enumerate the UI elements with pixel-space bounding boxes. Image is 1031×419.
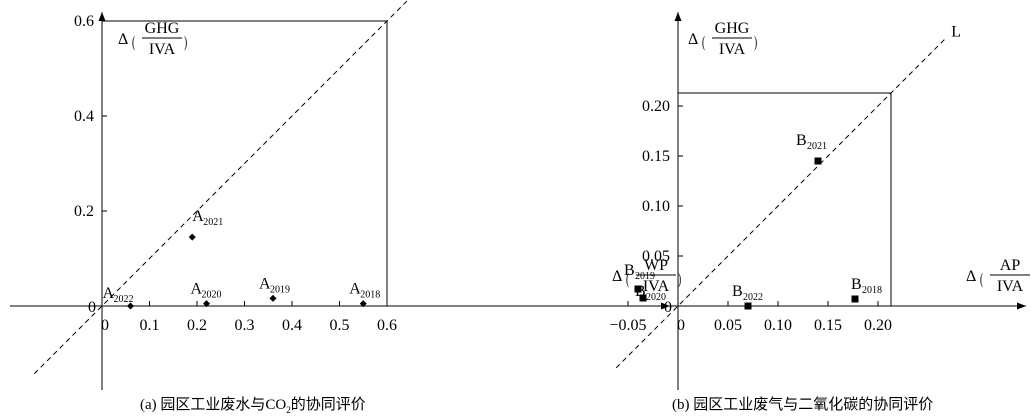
data-point-sublabel: 2021 xyxy=(807,141,827,152)
y-axis-arrow xyxy=(674,12,682,21)
x-tick-label: 0.10 xyxy=(764,317,792,334)
x-tick-label: 0.1 xyxy=(140,317,160,334)
x-tick-label: 0.6 xyxy=(377,317,397,334)
x-axis-label-numerator: WP xyxy=(644,257,668,274)
x-axis-label-rparen: ) xyxy=(678,269,681,287)
data-point-sublabel: 2022 xyxy=(743,292,763,303)
y-tick-label: 0.15 xyxy=(642,148,670,165)
data-point-label: B xyxy=(635,283,646,300)
data-point-label: A xyxy=(259,275,271,292)
data-point xyxy=(269,294,277,302)
x-axis-label-numerator: AP xyxy=(1000,257,1021,274)
chart-a: L00.10.20.30.40.50.600.20.40.6Δ(GHGIVA)Δ… xyxy=(10,0,681,390)
x-tick-label: 0.2 xyxy=(187,317,207,334)
y-axis-label-numerator: GHG xyxy=(715,20,750,37)
y-axis-label-denominator: IVA xyxy=(149,41,176,58)
data-point-sublabel: 2022 xyxy=(114,294,134,305)
data-point-sublabel: 2019 xyxy=(635,271,655,282)
origin-label: 0 xyxy=(664,299,672,316)
data-point xyxy=(851,295,859,303)
data-point xyxy=(634,285,642,293)
x-axis-arrow xyxy=(1017,302,1026,310)
data-point xyxy=(814,157,822,165)
x-tick-label: 0.20 xyxy=(864,317,892,334)
x-axis-label-delta: Δ xyxy=(612,268,622,285)
x-axis-label-lparen: ( xyxy=(980,269,983,287)
data-point-sublabel: 2019 xyxy=(270,284,290,295)
data-point-sublabel: 2020 xyxy=(202,290,222,301)
data-point-sublabel: 2020 xyxy=(646,292,666,303)
y-axis-label-rparen: ) xyxy=(184,32,187,50)
y-axis-label-rparen: ) xyxy=(754,32,757,50)
x-axis-label-denominator: IVA xyxy=(643,278,670,295)
data-point-label: A xyxy=(191,281,203,298)
y-axis-arrow xyxy=(98,12,106,21)
y-axis-label: Δ ( GHG IVA) xyxy=(688,20,757,58)
data-point xyxy=(639,294,647,302)
data-point-label: B xyxy=(732,283,743,300)
data-point-sublabel: 2018 xyxy=(360,290,380,301)
origin-label: 0 xyxy=(88,299,96,316)
data-point-label: B xyxy=(851,276,862,293)
data-point-label: A xyxy=(192,208,204,225)
x-axis-label-delta: Δ xyxy=(966,268,976,285)
y-tick-label: 0.05 xyxy=(642,248,670,265)
data-point-sublabel: 2021 xyxy=(203,217,223,228)
x-axis-label-denominator: IVA xyxy=(997,278,1024,295)
y-axis-label-lparen: ( xyxy=(132,32,135,50)
line-l-label: L xyxy=(951,24,961,41)
y-tick-label: 0.10 xyxy=(642,198,670,215)
data-point-label: A xyxy=(349,281,361,298)
x-tick-label: 0.5 xyxy=(330,317,350,334)
data-point-sublabel: 2018 xyxy=(862,285,882,296)
y-tick-label: 0.4 xyxy=(74,108,94,125)
chart-b: L 0 0.05 0.10 0.15 0.20 −0.05 0 0.05 0.10 0.15 0.20… xyxy=(585,12,1030,390)
x-tick-label: 0 xyxy=(677,317,685,334)
line-l xyxy=(33,0,409,375)
line-l xyxy=(615,38,946,369)
y-tick-label: 0.20 xyxy=(642,98,670,115)
data-point xyxy=(203,300,210,308)
x-tick-label: 0.3 xyxy=(235,317,255,334)
y-axis-label-delta: Δ xyxy=(118,31,128,48)
x-tick-label: 0 xyxy=(101,317,109,334)
y-axis-label-delta: Δ xyxy=(688,31,698,48)
caption-a: (a) 园区工业废水与CO2的协同评价 xyxy=(140,397,366,415)
x-tick-label: 0.05 xyxy=(714,317,742,334)
x-tick-label: −0.05 xyxy=(609,317,646,334)
y-axis-label-lparen: ( xyxy=(702,32,705,50)
x-tick-label: 0.15 xyxy=(814,317,842,334)
y-axis-label: Δ ( GHG IVA) xyxy=(118,20,187,58)
x-tick-label: 0.4 xyxy=(282,317,302,334)
y-axis-label-numerator: GHG xyxy=(145,20,180,37)
data-point xyxy=(188,233,196,241)
data-point xyxy=(744,302,752,310)
data-point-label: B xyxy=(624,262,635,279)
data-point-label: A xyxy=(103,285,115,302)
data-point-label: B xyxy=(796,132,807,149)
data-point xyxy=(127,302,134,310)
x-axis-label: Δ ( WP IVA) xyxy=(612,257,681,295)
data-point xyxy=(359,300,367,308)
y-tick-label: 0.2 xyxy=(74,203,94,220)
caption-b: (b) 园区工业废气与二氧化碳的协同评价 xyxy=(672,397,934,413)
y-axis-label-denominator: IVA xyxy=(719,41,746,58)
x-axis-label-lparen: ( xyxy=(626,269,629,287)
y-tick-label: 0.6 xyxy=(74,13,94,30)
